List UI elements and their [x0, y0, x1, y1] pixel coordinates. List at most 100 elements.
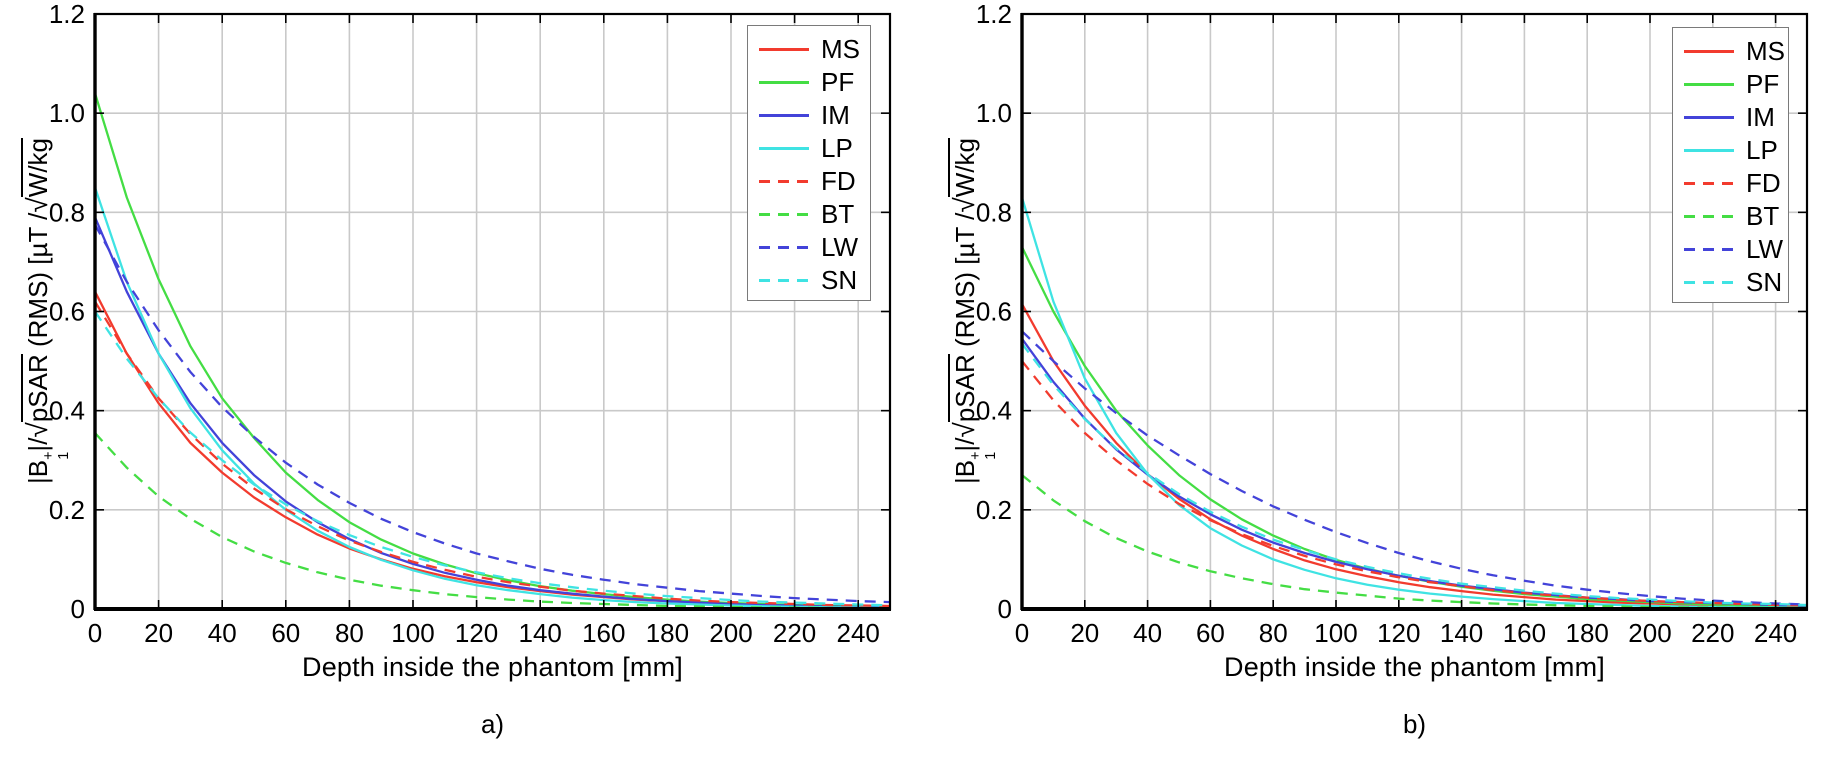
- x-tick-label: 220: [1691, 618, 1734, 648]
- series-SN-a: [94, 310, 891, 607]
- solid-line-sample: [1684, 149, 1734, 152]
- y-tick-label: 1.2: [49, 0, 85, 29]
- legend-entry-BT: BT: [748, 198, 870, 231]
- legend-entry-MS: MS: [748, 33, 870, 66]
- legend-label: PF: [821, 67, 855, 97]
- ylabel-text: |B +1 |/√pSAR (RMS) [µT /√W/kg: [21, 137, 72, 485]
- series-IM-a: [93, 216, 891, 609]
- sqrt-symbol: √: [22, 197, 53, 213]
- dashed-line-sample: [1684, 215, 1734, 218]
- x-tick-label: 140: [519, 618, 562, 648]
- x-tick-label: 40: [1133, 618, 1162, 648]
- dashed-line-sample: [1684, 248, 1734, 251]
- legend-entry-LW: LW: [1673, 233, 1788, 266]
- solid-line-sample: [759, 147, 809, 150]
- legend-label: IM: [1746, 102, 1775, 132]
- y-tick-label: 0: [998, 594, 1012, 624]
- series-LW-b: [1021, 330, 1808, 606]
- series-BT-b: [1021, 474, 1808, 610]
- legend-label: LW: [1746, 234, 1784, 264]
- y-tick-label: 1.0: [49, 98, 85, 128]
- series-MS-b: [1020, 303, 1808, 609]
- sqrt-symbol: √: [22, 422, 53, 438]
- x-tick-label: 200: [709, 618, 752, 648]
- b1-plus-subscript: +1: [968, 451, 999, 460]
- ylabel-text: |B +1 |/√pSAR (RMS) [µT /√W/kg: [948, 137, 999, 485]
- legend-label: FD: [1746, 168, 1781, 198]
- legend-label: BT: [821, 199, 855, 229]
- x-tick-label: 100: [1314, 618, 1357, 648]
- x-tick-label: 220: [773, 618, 816, 648]
- x-tick-label: 120: [455, 618, 498, 648]
- panel-caption-b: b): [1402, 709, 1427, 739]
- solid-line-sample: [759, 81, 809, 84]
- x-tick-label: 120: [1377, 618, 1420, 648]
- y-tick-label: 1.0: [976, 98, 1012, 128]
- legend-label: BT: [1746, 201, 1780, 231]
- dashed-line-sample: [759, 246, 809, 249]
- legend-label: SN: [1746, 267, 1783, 297]
- y-tick-label: 0.2: [976, 495, 1012, 525]
- x-tick-label: 20: [144, 618, 173, 648]
- y-tick-label: 0.4: [49, 396, 85, 426]
- dashed-line-sample: [759, 180, 809, 183]
- x-tick-label: 40: [208, 618, 237, 648]
- legend-label: MS: [821, 34, 860, 64]
- series-MS-a: [93, 291, 891, 609]
- x-tick-label: 0: [88, 618, 102, 648]
- y-axis-label-b: |B +1 |/√pSAR (RMS) [µT /√W/kg: [943, 76, 999, 546]
- legend-entry-FD: FD: [1673, 167, 1788, 200]
- legend-entry-BT: BT: [1673, 200, 1788, 233]
- solid-line-sample: [759, 48, 809, 51]
- series-SN-b: [1021, 343, 1808, 607]
- x-tick-label: 60: [271, 618, 300, 648]
- legend-entry-LP: LP: [1673, 134, 1788, 167]
- dashed-line-sample: [759, 279, 809, 282]
- series-IM-b: [1021, 338, 1808, 607]
- x-tick-label: 200: [1628, 618, 1671, 648]
- x-tick-label: 160: [1503, 618, 1546, 648]
- series-LW-a: [93, 224, 891, 604]
- y-tick-label: 0.8: [49, 197, 85, 227]
- series-FD-a: [94, 301, 891, 608]
- dashed-line-sample: [759, 213, 809, 216]
- series-LP-a: [93, 187, 891, 609]
- x-tick-label: 180: [1566, 618, 1609, 648]
- y-tick-label: 1.2: [976, 0, 1012, 29]
- x-tick-label: 80: [335, 618, 364, 648]
- chart-panel-b: 0 20 40 60 80 100 120 140 160 180 200 220 240 0 0.2 0.4…: [976, 0, 1809, 648]
- legend-label: SN: [821, 265, 858, 295]
- legend-label: PF: [1746, 69, 1780, 99]
- x-tick-label: 160: [582, 618, 625, 648]
- dashed-line-sample: [1684, 281, 1734, 284]
- x-tick-label: 0: [1015, 618, 1029, 648]
- y-tick-label: 0.4: [976, 396, 1012, 426]
- x-tick-label: 240: [1754, 618, 1797, 648]
- legend-label: MS: [1746, 36, 1785, 66]
- x-tick-label: 60: [1196, 618, 1225, 648]
- y-axis-label-a: |B +1 |/√pSAR (RMS) [µT /√W/kg: [16, 76, 72, 546]
- legend-entry-FD: FD: [748, 165, 870, 198]
- x-tick-label: 240: [837, 618, 880, 648]
- legend-entry-IM: IM: [748, 99, 870, 132]
- x-tick-label: 20: [1070, 618, 1099, 648]
- legend-entry-LP: LP: [748, 132, 870, 165]
- legend-entry-SN: SN: [748, 264, 870, 297]
- series-FD-b: [1021, 360, 1808, 607]
- y-tick-label: 0: [71, 594, 85, 624]
- panel-caption-a: a): [480, 709, 505, 739]
- legend-entry-LW: LW: [748, 231, 870, 264]
- legend-entry-PF: PF: [748, 66, 870, 99]
- solid-line-sample: [1684, 50, 1734, 53]
- x-tick-label: 80: [1259, 618, 1288, 648]
- legend-label: LP: [821, 133, 853, 163]
- legend-label: LP: [1746, 135, 1778, 165]
- legend-label: FD: [821, 166, 856, 196]
- x-axis-label-a: Depth inside the phantom [mm]: [302, 652, 683, 682]
- legend-label: IM: [821, 100, 850, 130]
- y-tick-label: 0.2: [49, 495, 85, 525]
- solid-line-sample: [759, 114, 809, 117]
- b1-plus-subscript: +1: [41, 451, 72, 460]
- dashed-line-sample: [1684, 182, 1734, 185]
